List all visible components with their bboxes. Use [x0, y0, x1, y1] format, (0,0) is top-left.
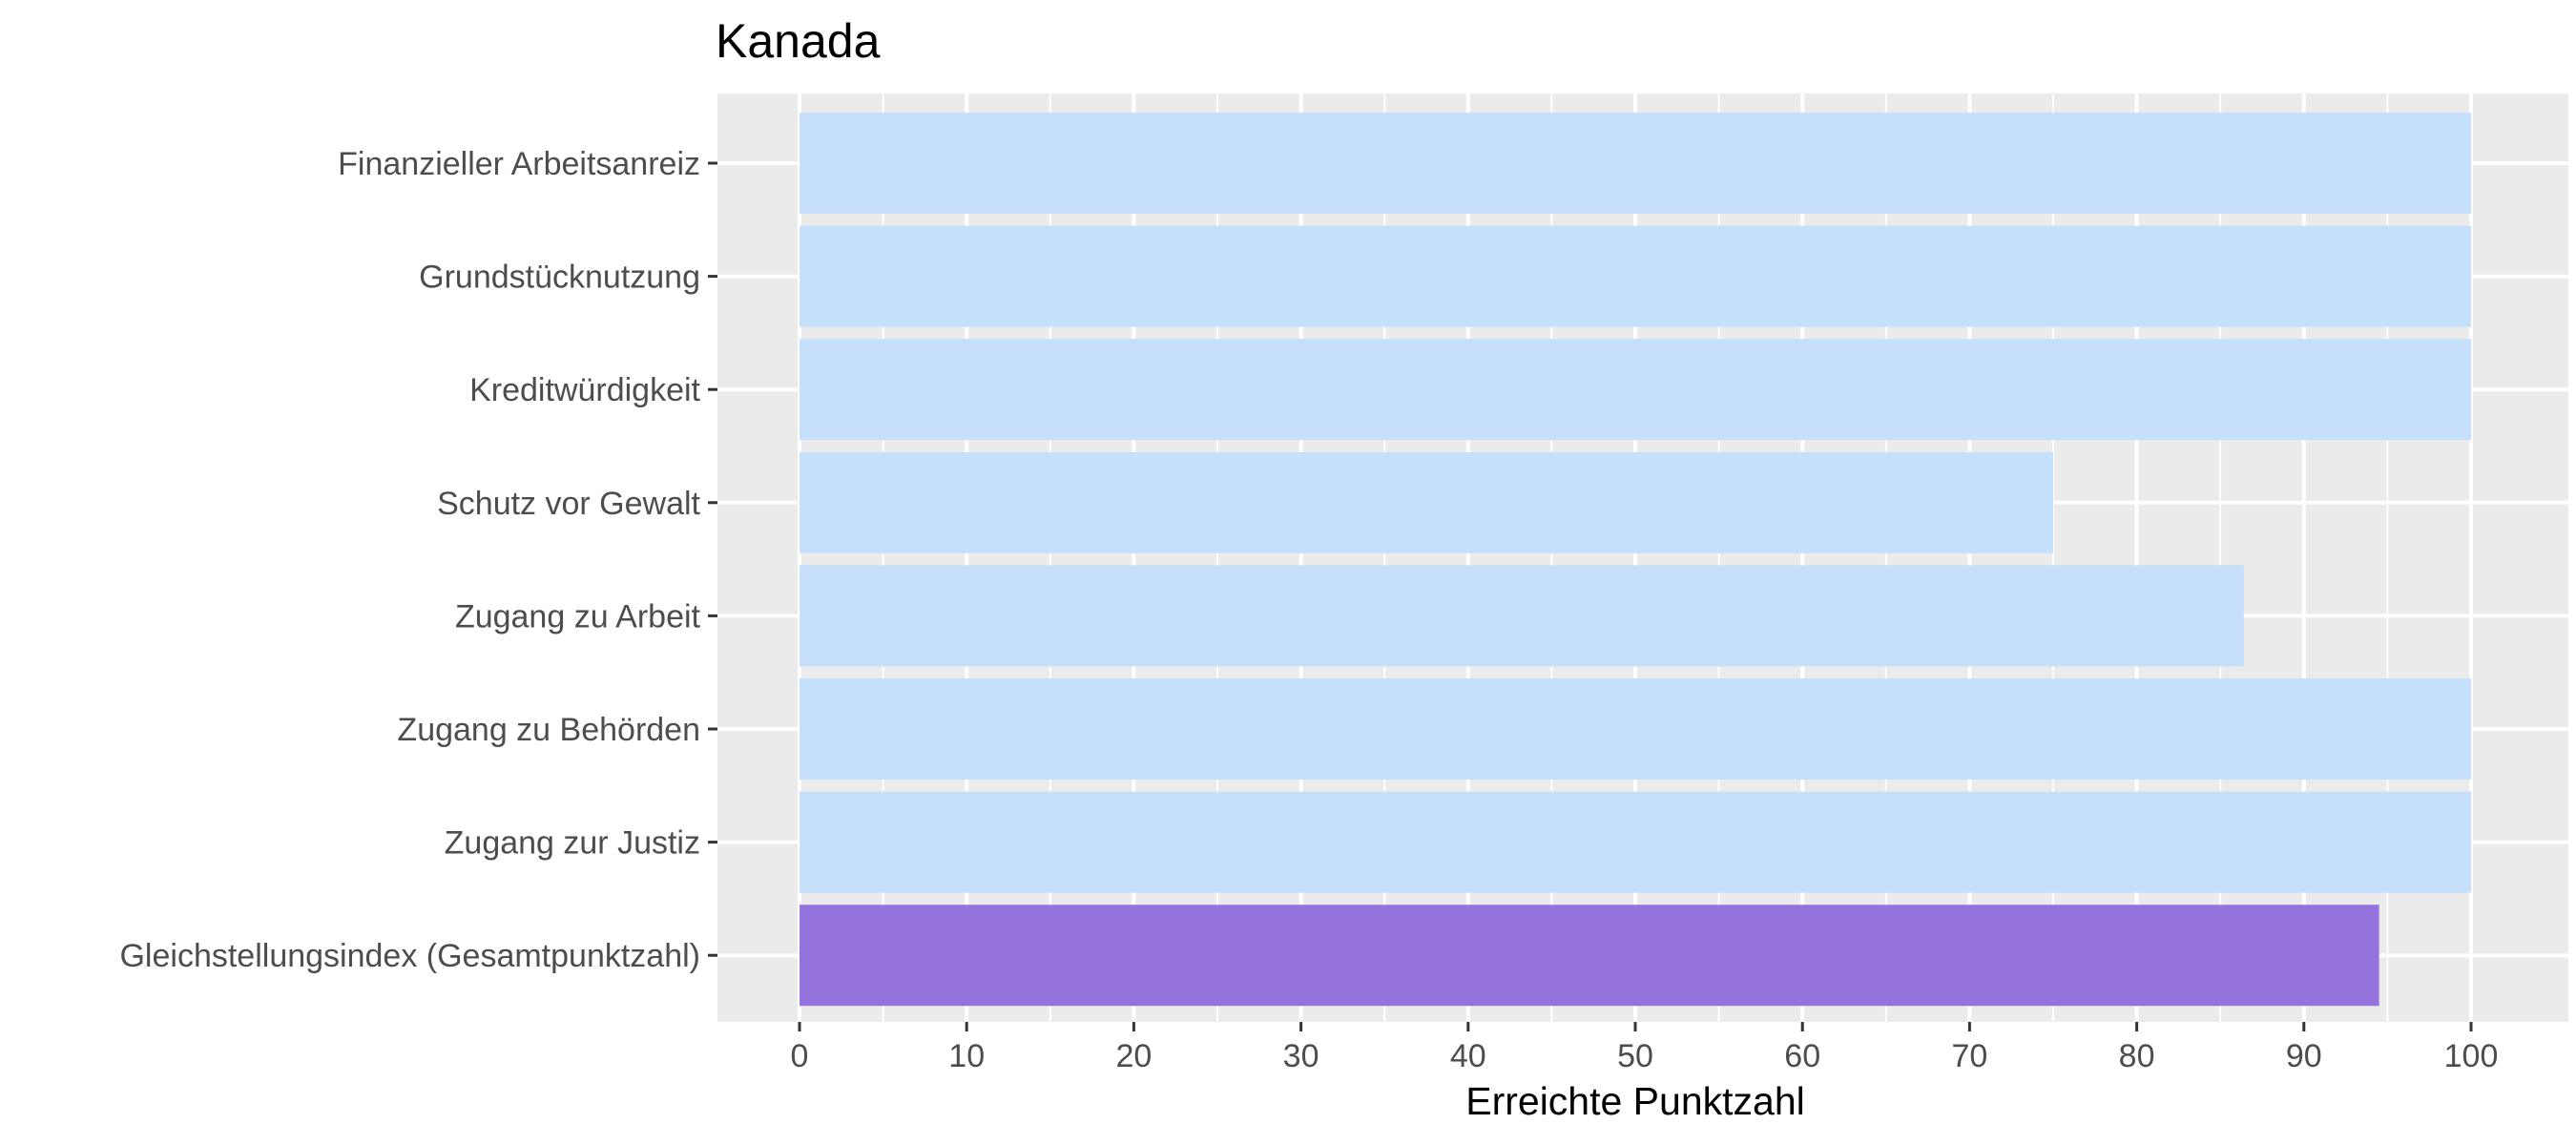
- x-tick-label: 70: [1951, 1038, 1987, 1074]
- x-tick-label: 100: [2444, 1038, 2499, 1074]
- bar: [800, 113, 2471, 214]
- y-tick-label: Gleichstellungsindex (Gesamtpunktzahl): [119, 938, 700, 974]
- y-tick-label: Zugang zu Behörden: [397, 712, 700, 748]
- x-tick-label: 90: [2286, 1038, 2322, 1074]
- y-axis: Finanzieller Arbeitsanreiz Grundstücknutz…: [119, 146, 717, 974]
- y-tick-label: Kreditwürdigkeit: [469, 372, 700, 408]
- x-tick-label: 30: [1283, 1038, 1319, 1074]
- y-tick-label: Grundstücknutzung: [419, 260, 700, 296]
- x-axis-title: Erreichte Punktzahl: [1465, 1079, 1805, 1123]
- x-tick-label: 10: [948, 1038, 985, 1074]
- x-tick-label: 0: [791, 1038, 809, 1074]
- y-tick-label: Zugang zu Arbeit: [455, 598, 701, 635]
- x-tick-label: 40: [1450, 1038, 1486, 1074]
- bar: [800, 339, 2471, 441]
- x-tick-label: 60: [1784, 1038, 1820, 1074]
- bar: [800, 678, 2471, 780]
- y-tick-label: Zugang zur Justiz: [445, 825, 700, 862]
- x-tick-label: 80: [2119, 1038, 2155, 1074]
- x-tick-label: 20: [1115, 1038, 1152, 1074]
- y-tick-label: Schutz vor Gewalt: [437, 486, 700, 522]
- chart-title: Kanada: [716, 14, 881, 68]
- bar: [800, 225, 2471, 327]
- bar: [800, 565, 2244, 667]
- x-tick-label: 50: [1617, 1038, 1653, 1074]
- bar: [800, 451, 2053, 553]
- bar: [800, 791, 2471, 893]
- bar: [800, 905, 2379, 1007]
- bars: [800, 113, 2471, 1007]
- x-axis: 0 10 20 30 40 50 60 70 80 90 100: [791, 1022, 2499, 1074]
- y-tick-label: Finanzieller Arbeitsanreiz: [338, 146, 700, 182]
